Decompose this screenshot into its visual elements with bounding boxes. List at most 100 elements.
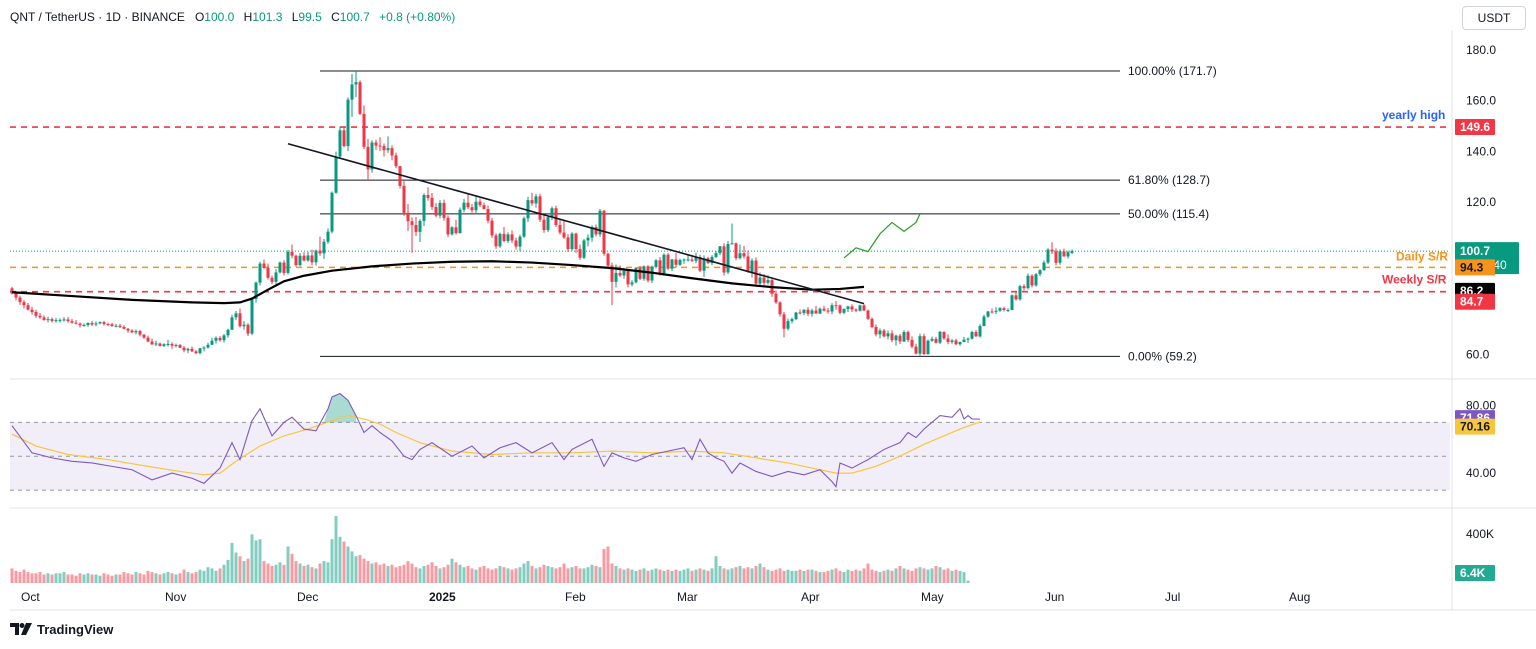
candle-body [14,293,18,298]
candle-body [282,262,286,273]
candle-body [166,343,170,345]
candle-body [390,148,394,156]
candle-body [926,340,930,355]
candle [254,281,258,303]
candle [170,342,174,349]
candle [554,205,558,228]
candle [442,199,446,221]
volume-bar [42,574,46,583]
volume-bar [210,568,214,583]
candle-body [438,202,442,216]
candle [190,346,194,353]
candle [1018,284,1022,301]
candle-body [1054,251,1058,263]
candle-body [758,277,762,284]
candle-body [906,332,910,340]
volume-bar [254,540,258,583]
candle [990,308,994,314]
symbol-name[interactable]: QNT / TetherUS · 1D · BINANCE [10,10,185,24]
candle [270,275,274,285]
volume-bar [766,569,770,583]
volume-bar [802,570,806,583]
time-tick-label: Feb [565,590,586,604]
volume-bar [302,565,306,583]
candle-body [646,266,650,281]
candle [882,329,886,338]
volume-bar [690,570,694,583]
candle-body [862,305,866,311]
candle-body [538,196,542,220]
candle [594,224,598,237]
tradingview-logo[interactable]: TradingView [10,622,113,637]
candle [126,328,130,333]
candle-body [1002,308,1006,310]
volume-bar [826,570,830,583]
candle-body [366,146,370,170]
volume-bar [894,568,898,583]
volume-bar [594,565,598,583]
weekly-sr-label: Weekly S/R [1382,273,1447,287]
candle-body [986,311,990,317]
candle [294,254,298,267]
candle [274,269,278,286]
candle-body [766,280,770,283]
volume-bar [202,570,206,583]
candle [786,318,790,331]
volume-bar [674,569,678,583]
currency-button[interactable]: USDT [1462,6,1526,30]
candle [886,330,890,340]
volume-bar [98,575,102,583]
volume-bar [106,574,110,583]
volume-bar [642,568,646,583]
volume-bar [430,562,434,583]
candle-body [386,148,390,151]
volume-bar [886,569,890,583]
candle-body [954,340,958,345]
candle [874,324,878,337]
candle-body [1046,249,1050,263]
candle-body [978,325,982,337]
candle [386,136,390,153]
candle-body [294,255,298,266]
candle-body [742,253,746,257]
candle-body [178,345,182,348]
candle [418,219,422,242]
candle-body [790,319,794,322]
volume-bar [754,565,758,583]
candle-body [570,233,574,250]
candle-body [774,293,778,303]
volume-bar [174,574,178,583]
volume-bar [926,569,930,583]
candle [262,259,266,269]
volume-bar [530,565,534,583]
candle [1030,274,1034,288]
candle [402,181,406,216]
volume-bar [598,567,602,583]
candle [470,204,474,213]
yearly-high-tag-bg [1455,119,1495,136]
candle [302,252,306,262]
candle-body [1062,251,1066,257]
volume-bar [362,558,366,583]
volume-bar [918,567,922,583]
candle-body [58,319,62,321]
candle [942,331,946,340]
candle [678,258,682,266]
fib-level-label: 100.00% (171.7) [1128,64,1217,78]
volume-bar [486,568,490,583]
volume-bar [790,570,794,583]
candle-body [666,254,670,269]
volume-bar [770,570,774,583]
candle [846,305,850,313]
volume-bar [870,569,874,583]
candle [522,216,526,238]
candle [306,251,310,262]
candle [30,306,34,315]
candle-body [434,206,438,216]
volume-bar [866,563,870,583]
candle [910,336,914,349]
candle-body [962,339,966,342]
candle-body [530,200,534,204]
candle-body [830,305,834,312]
